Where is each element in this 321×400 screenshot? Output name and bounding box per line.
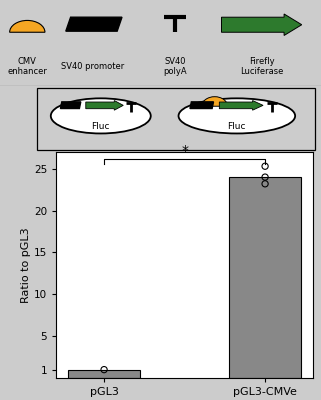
Wedge shape <box>202 97 228 106</box>
FancyArrow shape <box>221 14 302 36</box>
Polygon shape <box>60 102 81 108</box>
FancyArrow shape <box>219 100 263 110</box>
Ellipse shape <box>178 98 295 134</box>
Y-axis label: Ratio to pGL3: Ratio to pGL3 <box>21 227 31 303</box>
Point <box>263 181 268 187</box>
Text: CMV
enhancer: CMV enhancer <box>7 57 47 76</box>
Text: SV40
polyA: SV40 polyA <box>163 57 187 76</box>
Polygon shape <box>190 102 213 108</box>
FancyArrow shape <box>86 100 123 110</box>
Point <box>263 163 268 170</box>
Text: Fluc: Fluc <box>91 122 110 131</box>
Point <box>101 366 107 373</box>
Bar <box>229 177 301 378</box>
Wedge shape <box>10 20 45 32</box>
Text: SV40 promoter: SV40 promoter <box>61 62 125 71</box>
Ellipse shape <box>51 98 151 134</box>
Polygon shape <box>66 17 122 31</box>
Point <box>263 174 268 180</box>
Bar <box>68 370 140 378</box>
Text: Firefly
Luciferase: Firefly Luciferase <box>240 57 283 76</box>
Text: Fluc: Fluc <box>228 122 246 131</box>
Text: *: * <box>181 144 188 158</box>
